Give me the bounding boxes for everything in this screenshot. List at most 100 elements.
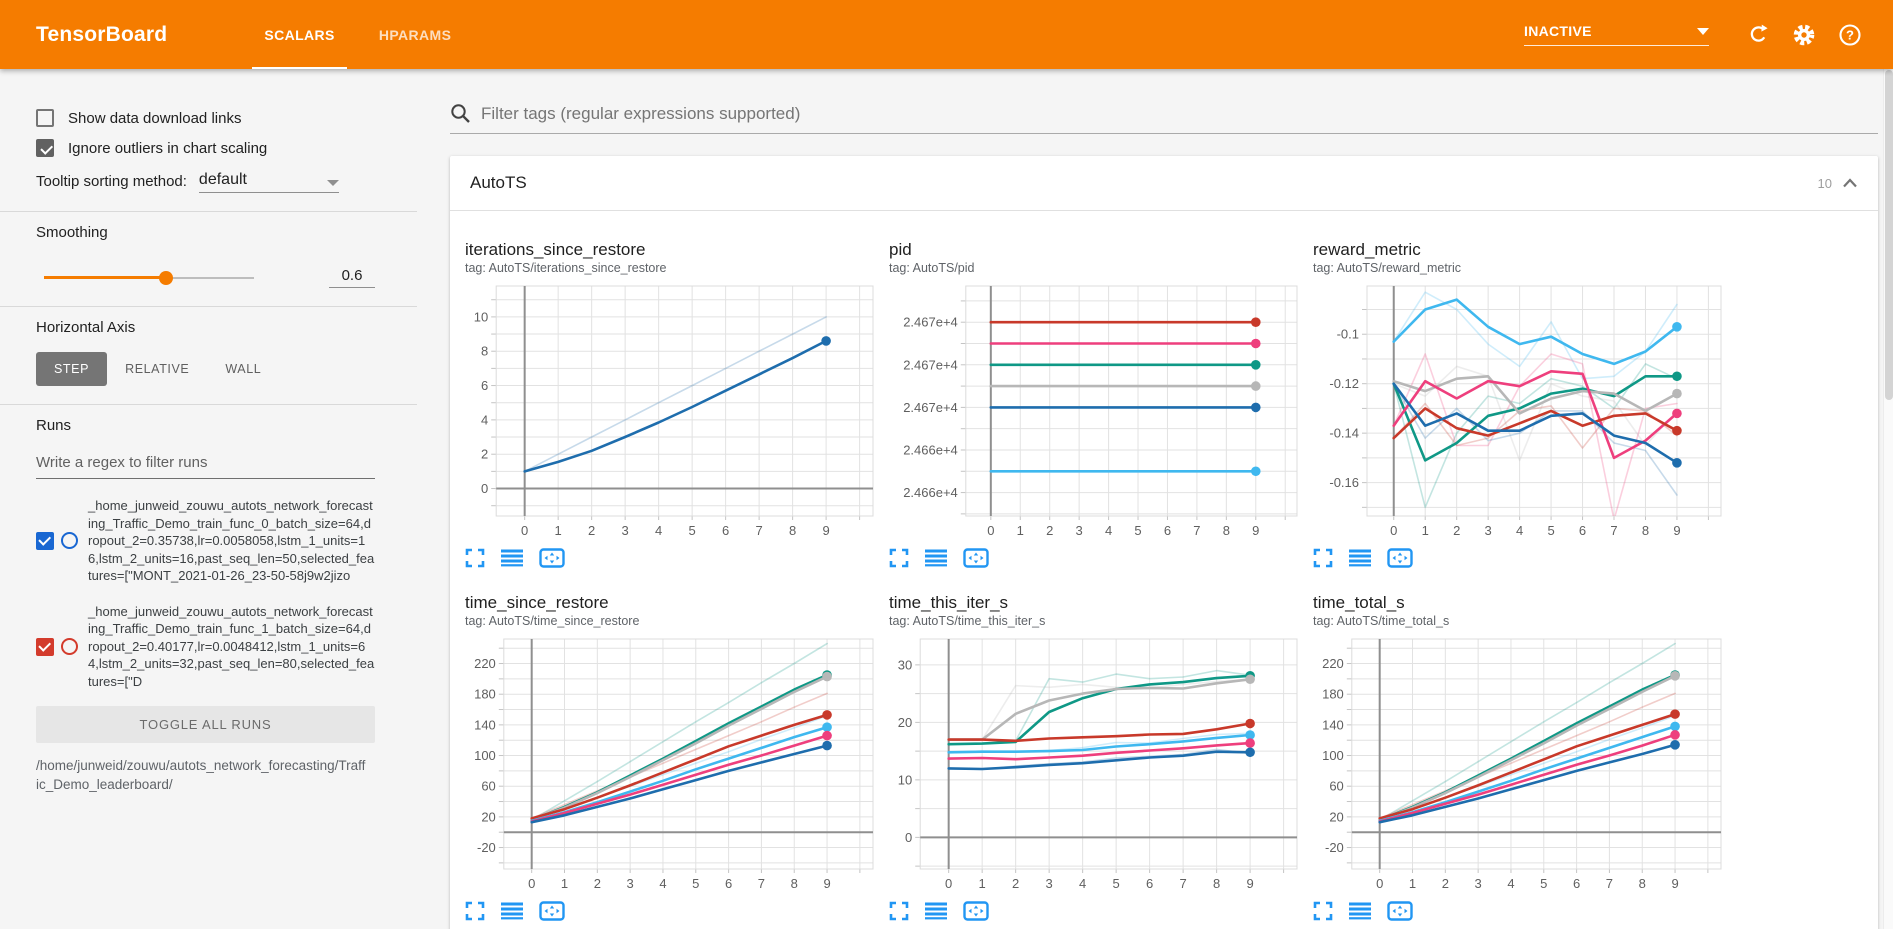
tag-filter-input[interactable] <box>481 103 1878 124</box>
svg-text:20: 20 <box>1329 809 1343 824</box>
runs-filter-input[interactable] <box>36 448 375 479</box>
chart-tag: tag: AutoTS/time_total_s <box>1313 614 1450 628</box>
chart-plot[interactable]: -0.1 -0.12 -0.14 -0.16 0 1 2 3 4 5 6 7 8 9 <box>1313 280 1733 542</box>
svg-text:0: 0 <box>987 523 994 538</box>
svg-text:4: 4 <box>1507 876 1514 891</box>
smoothing-value[interactable]: 0.6 <box>329 267 375 288</box>
svg-text:6: 6 <box>481 378 488 393</box>
checkbox[interactable] <box>36 109 54 127</box>
tag-group-header[interactable]: AutoTS 10 <box>450 156 1878 211</box>
chart-tag: tag: AutoTS/iterations_since_restore <box>465 261 667 275</box>
chart-plot[interactable]: 0 2 4 6 8 10 0 1 2 3 4 5 6 7 8 9 <box>465 280 885 542</box>
tab-bar: SCALARS HPARAMS <box>242 0 473 69</box>
svg-text:4: 4 <box>1079 876 1086 891</box>
svg-text:2: 2 <box>481 447 488 462</box>
chart-plot[interactable]: 0 10 20 30 0 1 2 3 4 5 6 7 8 9 <box>889 633 1309 895</box>
expand-chart-icon[interactable] <box>1313 901 1333 921</box>
svg-text:9: 9 <box>823 876 830 891</box>
expand-chart-icon[interactable] <box>465 548 485 568</box>
fit-domain-icon[interactable] <box>1387 548 1413 568</box>
data-bars-icon[interactable] <box>924 901 948 921</box>
tab-hparams[interactable]: HPARAMS <box>378 26 452 43</box>
data-bars-icon[interactable] <box>924 548 948 568</box>
tooltip-sorting-value: default <box>198 171 247 188</box>
axis-step-button[interactable]: STEP <box>36 352 108 386</box>
svg-text:8: 8 <box>789 523 796 538</box>
svg-text:7: 7 <box>1193 523 1200 538</box>
svg-text:0: 0 <box>481 481 488 496</box>
settings-gear-icon[interactable] <box>1781 23 1827 47</box>
svg-text:8: 8 <box>1642 523 1649 538</box>
svg-text:7: 7 <box>1606 876 1613 891</box>
axis-relative-button[interactable]: RELATIVE <box>125 362 190 376</box>
collapse-chevron-icon[interactable] <box>1842 178 1858 188</box>
svg-text:60: 60 <box>481 779 495 794</box>
data-bars-icon[interactable] <box>500 901 524 921</box>
data-bars-icon[interactable] <box>1348 548 1372 568</box>
svg-text:1: 1 <box>979 876 986 891</box>
svg-text:2: 2 <box>588 523 595 538</box>
svg-text:7: 7 <box>756 523 763 538</box>
chart-plot[interactable]: -20 20 60 100 140 180 220 0 1 2 3 4 5 6 7 8 9 <box>1313 633 1733 895</box>
svg-text:8: 8 <box>1223 523 1230 538</box>
chart-plot[interactable]: 2.467e+4 2.467e+4 2.467e+4 2.466e+4 2.466e+4… <box>889 280 1309 542</box>
svg-text:-0.1: -0.1 <box>1337 327 1359 342</box>
run-color-circle[interactable] <box>61 532 78 550</box>
svg-text:60: 60 <box>1329 779 1343 794</box>
svg-text:7: 7 <box>1610 523 1617 538</box>
expand-chart-icon[interactable] <box>1313 548 1333 568</box>
run-color-circle[interactable] <box>61 638 78 656</box>
fit-domain-icon[interactable] <box>1387 901 1413 921</box>
svg-text:180: 180 <box>474 687 496 702</box>
svg-text:20: 20 <box>481 809 495 824</box>
status-dropdown[interactable]: INACTIVE <box>1524 23 1709 46</box>
run-checkbox[interactable] <box>36 637 54 656</box>
show-download-links-checkbox-row[interactable]: Show data download links <box>36 109 375 127</box>
fit-domain-icon[interactable] <box>539 901 565 921</box>
chart-tag: tag: AutoTS/time_since_restore <box>465 614 640 628</box>
svg-text:7: 7 <box>758 876 765 891</box>
svg-text:-0.16: -0.16 <box>1329 475 1359 490</box>
svg-text:0: 0 <box>905 830 912 845</box>
svg-text:-20: -20 <box>477 840 496 855</box>
data-bars-icon[interactable] <box>1348 901 1372 921</box>
svg-text:?: ? <box>1846 27 1854 42</box>
svg-text:3: 3 <box>627 876 634 891</box>
chevron-down-icon <box>1697 27 1709 35</box>
vertical-scrollbar[interactable] <box>1883 69 1893 929</box>
expand-chart-icon[interactable] <box>889 901 909 921</box>
svg-text:3: 3 <box>1485 523 1492 538</box>
svg-text:1: 1 <box>1422 523 1429 538</box>
run-checkbox[interactable] <box>36 531 54 550</box>
scrollbar-thumb[interactable] <box>1885 70 1893 400</box>
data-bars-icon[interactable] <box>500 548 524 568</box>
svg-text:0: 0 <box>1390 523 1397 538</box>
expand-chart-icon[interactable] <box>465 901 485 921</box>
chart-toolbar <box>889 545 1313 571</box>
fit-domain-icon[interactable] <box>963 901 989 921</box>
expand-chart-icon[interactable] <box>889 548 909 568</box>
fit-domain-icon[interactable] <box>963 548 989 568</box>
axis-wall-button[interactable]: WALL <box>225 362 262 376</box>
svg-text:3: 3 <box>1475 876 1482 891</box>
fit-domain-icon[interactable] <box>539 548 565 568</box>
chart-tag: tag: AutoTS/reward_metric <box>1313 261 1461 275</box>
svg-text:0: 0 <box>528 876 535 891</box>
svg-text:6: 6 <box>1573 876 1580 891</box>
tooltip-sorting-dropdown[interactable]: default <box>198 171 339 193</box>
ignore-outliers-checkbox-row[interactable]: Ignore outliers in chart scaling <box>36 139 375 157</box>
tab-scalars[interactable]: SCALARS <box>242 0 356 69</box>
chart-card: iterations_since_restore tag: AutoTS/ite… <box>465 239 889 571</box>
svg-text:-20: -20 <box>1325 840 1344 855</box>
svg-text:8: 8 <box>481 344 488 359</box>
help-icon[interactable]: ? <box>1827 23 1873 47</box>
svg-text:4: 4 <box>659 876 666 891</box>
checkbox[interactable] <box>36 139 54 157</box>
refresh-icon[interactable] <box>1735 23 1781 47</box>
smoothing-slider[interactable] <box>44 270 254 285</box>
toggle-all-runs-button[interactable]: TOGGLE ALL RUNS <box>36 706 375 744</box>
svg-text:0: 0 <box>1376 876 1383 891</box>
app-title: TensorBoard <box>36 22 168 46</box>
chart-plot[interactable]: -20 20 60 100 140 180 220 0 1 2 3 4 5 6 7 8 9 <box>465 633 885 895</box>
chart-title: time_this_iter_s <box>889 593 1009 612</box>
